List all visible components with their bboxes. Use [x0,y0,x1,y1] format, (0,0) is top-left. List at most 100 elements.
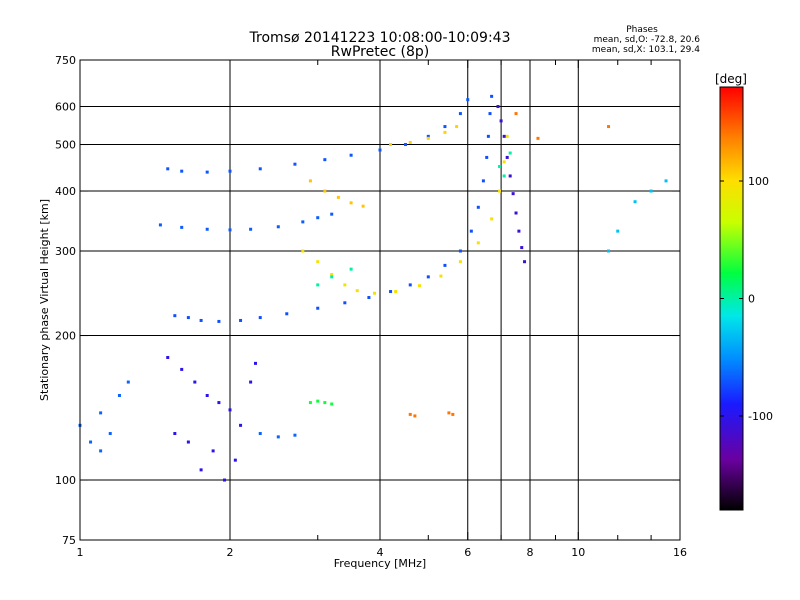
echo-point [490,94,494,98]
echo-point [514,112,518,116]
echo-point [166,355,170,359]
echo-point [253,361,257,365]
echo-point [514,211,518,215]
echo-point [349,201,353,205]
x-tick-label: 1 [77,546,84,559]
echo-point [502,134,506,138]
echo-point [443,125,447,129]
echo-point [426,275,430,279]
echo-point [476,241,480,245]
echo-point [649,189,653,193]
echo-point [199,318,203,322]
echo-point [447,411,451,415]
echo-point [158,223,162,227]
echo-point [239,423,243,427]
echo-point [343,283,347,287]
echo-point [223,478,227,482]
echo-point [394,290,398,294]
echo-point [330,273,334,277]
echo-point [607,125,611,129]
echo-point [316,216,320,220]
echo-point [233,458,237,462]
echo-point [316,283,320,287]
echo-point [180,225,184,229]
echo-point [488,112,492,116]
echo-point [89,440,93,444]
echo-point [126,380,130,384]
echo-point [99,411,103,415]
echo-point [373,291,377,295]
echo-point [466,98,470,102]
echo-point [293,433,297,437]
colorbar-tick-label: 0 [748,293,755,306]
echo-point [536,136,540,140]
echo-point [389,143,393,147]
echo-point [408,412,412,416]
y-tick-label: 750 [55,54,76,67]
y-axis-label: Stationary phase Virtual Height [km] [38,199,51,401]
echo-point [498,164,502,168]
x-tick-label: 8 [527,546,534,559]
x-tick-label: 10 [571,546,585,559]
echo-point [367,296,371,300]
y-tick-label: 400 [55,185,76,198]
echo-point [316,306,320,310]
echo-point [330,402,334,406]
x-tick-label: 4 [377,546,384,559]
echo-point [408,140,412,144]
echo-point [276,435,280,439]
echo-point [499,119,503,123]
echo-point [166,167,170,171]
echo-point [336,195,340,199]
echo-point [355,289,359,293]
echo-point [349,153,353,157]
echo-point [458,112,462,116]
echo-point [205,170,209,174]
echo-point [616,229,620,233]
gridlines [80,60,680,540]
echo-point [276,225,280,229]
echo-point [117,394,121,398]
echo-point [664,179,668,183]
echo-point [455,125,459,129]
echo-point [343,301,347,305]
echo-point [389,290,393,294]
echo-point [293,162,297,166]
echo-point [301,220,305,224]
y-tick-label: 200 [55,330,76,343]
echo-point [458,260,462,264]
echo-point [426,136,430,140]
echo-point [258,316,262,320]
x-tick-label: 2 [227,546,234,559]
echo-point [408,283,412,287]
echo-point [490,217,494,221]
echo-point [502,160,506,164]
axis-ticks: 1 2 4 6 8 10 16 75 100 200 300 400 500 600 750 [55,54,687,559]
echo-point [508,151,512,155]
data-points [78,94,668,482]
echo-point [186,316,190,320]
echo-point [228,169,232,173]
x-tick-label: 6 [464,546,471,559]
echo-point [508,174,512,178]
echo-point [443,130,447,134]
colorbar-tick-label: 100 [748,175,769,188]
echo-point [205,227,209,231]
echo-point [180,367,184,371]
y-tick-label: 100 [55,474,76,487]
echo-point [249,227,253,231]
echo-point [316,399,320,403]
echo-point [505,134,509,138]
echo-point [249,380,253,384]
stats-line-x: mean, sd,X: 103.1, 29.4 [592,45,700,55]
echo-point [517,229,521,233]
echo-point [485,155,489,159]
echo-point [228,408,232,412]
echo-point [323,401,327,405]
echo-point [523,260,527,264]
echo-point [496,105,500,109]
echo-point [258,432,262,436]
echo-point [180,169,184,173]
echo-point [108,432,112,436]
